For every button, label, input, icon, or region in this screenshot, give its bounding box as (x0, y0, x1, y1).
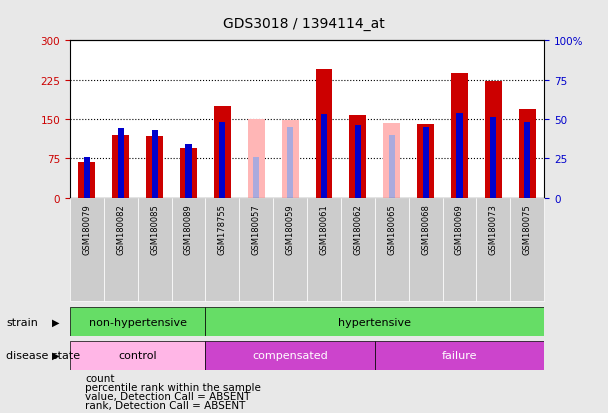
Bar (423, 128, 429, 198)
FancyBboxPatch shape (375, 198, 409, 301)
Bar (180, 149, 197, 198)
Bar (70, 308, 206, 337)
Bar (248, 120, 264, 198)
Bar (70, 341, 206, 370)
Bar (375, 341, 544, 370)
Text: GSM180079: GSM180079 (82, 204, 91, 254)
Bar (282, 121, 299, 198)
Bar (417, 125, 434, 198)
FancyBboxPatch shape (477, 198, 510, 301)
Bar (457, 114, 463, 198)
FancyBboxPatch shape (137, 198, 171, 301)
Text: GSM178755: GSM178755 (218, 204, 227, 254)
Bar (151, 131, 157, 198)
FancyBboxPatch shape (510, 198, 544, 301)
Bar (451, 74, 468, 198)
FancyBboxPatch shape (104, 198, 137, 301)
Text: count: count (85, 373, 115, 383)
Bar (118, 129, 124, 198)
Text: disease state: disease state (6, 350, 80, 360)
FancyBboxPatch shape (273, 198, 307, 301)
Bar (383, 123, 400, 198)
FancyBboxPatch shape (409, 198, 443, 301)
Text: strain: strain (6, 317, 38, 327)
Text: GSM180075: GSM180075 (523, 204, 532, 254)
Text: GSM180069: GSM180069 (455, 204, 464, 254)
Text: percentile rank within the sample: percentile rank within the sample (85, 382, 261, 392)
FancyBboxPatch shape (240, 198, 273, 301)
Bar (253, 157, 259, 198)
Bar (78, 163, 95, 198)
Text: GSM180059: GSM180059 (286, 204, 295, 254)
Bar (185, 145, 192, 198)
FancyBboxPatch shape (341, 198, 375, 301)
Text: GSM180089: GSM180089 (184, 204, 193, 254)
Bar (321, 115, 327, 198)
FancyBboxPatch shape (70, 198, 104, 301)
Text: failure: failure (442, 350, 477, 360)
Text: ▶: ▶ (52, 317, 59, 327)
Bar (287, 128, 293, 198)
FancyBboxPatch shape (206, 198, 240, 301)
Text: ▶: ▶ (52, 350, 59, 360)
Text: rank, Detection Call = ABSENT: rank, Detection Call = ABSENT (85, 400, 246, 410)
Bar (355, 126, 361, 198)
FancyBboxPatch shape (307, 198, 341, 301)
Bar (146, 137, 163, 198)
Text: GSM180068: GSM180068 (421, 204, 430, 254)
Bar (84, 157, 90, 198)
Text: control: control (119, 350, 157, 360)
Text: GSM180073: GSM180073 (489, 204, 498, 254)
Text: GSM180061: GSM180061 (319, 204, 328, 254)
FancyBboxPatch shape (171, 198, 206, 301)
Text: GSM180065: GSM180065 (387, 204, 396, 254)
Bar (316, 70, 333, 198)
Text: GSM180057: GSM180057 (252, 204, 261, 254)
Bar (206, 308, 544, 337)
Bar (219, 123, 226, 198)
Text: compensated: compensated (252, 350, 328, 360)
Text: GDS3018 / 1394114_at: GDS3018 / 1394114_at (223, 17, 385, 31)
Text: GSM180085: GSM180085 (150, 204, 159, 254)
Bar (214, 107, 231, 198)
Text: value, Detection Call = ABSENT: value, Detection Call = ABSENT (85, 391, 250, 401)
Text: GSM180062: GSM180062 (353, 204, 362, 254)
Bar (206, 341, 375, 370)
Bar (524, 123, 530, 198)
Bar (389, 135, 395, 198)
Bar (485, 82, 502, 198)
Text: non-hypertensive: non-hypertensive (89, 317, 187, 327)
Text: hypertensive: hypertensive (338, 317, 411, 327)
Bar (490, 118, 496, 198)
Bar (350, 116, 366, 198)
FancyBboxPatch shape (443, 198, 477, 301)
Bar (112, 135, 129, 198)
Bar (519, 109, 536, 198)
Text: GSM180082: GSM180082 (116, 204, 125, 254)
